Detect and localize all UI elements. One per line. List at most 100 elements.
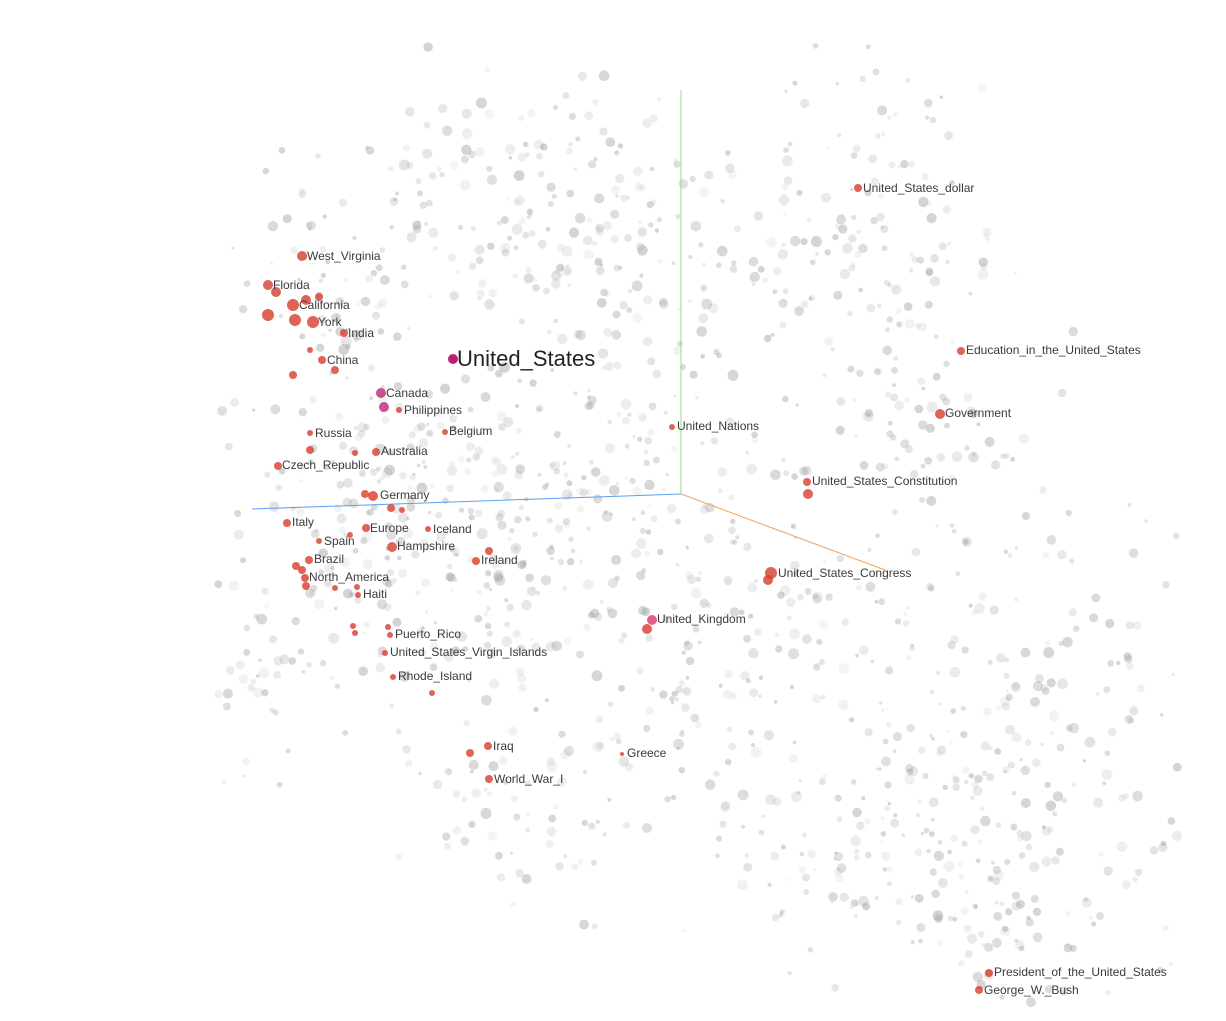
background-point[interactable] (594, 257, 603, 266)
background-point[interactable] (402, 745, 412, 754)
background-point[interactable] (320, 272, 326, 279)
background-point[interactable] (737, 789, 749, 801)
background-point[interactable] (536, 153, 543, 160)
background-point[interactable] (596, 741, 605, 750)
background-point[interactable] (369, 396, 374, 401)
background-point[interactable] (409, 474, 416, 481)
background-point[interactable] (948, 474, 955, 481)
background-point[interactable] (783, 147, 789, 153)
background-point[interactable] (491, 561, 499, 570)
background-point[interactable] (939, 702, 943, 706)
background-point[interactable] (290, 505, 296, 512)
background-point[interactable] (548, 814, 557, 823)
background-point[interactable] (966, 406, 975, 414)
neighbor-point[interactable] (387, 542, 397, 552)
background-point[interactable] (243, 624, 251, 632)
background-point[interactable] (524, 827, 531, 833)
background-point[interactable] (553, 431, 561, 438)
background-point[interactable] (551, 193, 557, 199)
background-point[interactable] (1003, 769, 1007, 774)
background-point[interactable] (838, 699, 849, 711)
background-point[interactable] (771, 913, 780, 922)
background-point[interactable] (966, 933, 978, 944)
background-point[interactable] (415, 590, 421, 596)
background-point[interactable] (718, 683, 723, 688)
background-point[interactable] (1005, 689, 1009, 693)
background-point[interactable] (914, 848, 923, 857)
background-point[interactable] (818, 778, 826, 785)
background-point[interactable] (850, 214, 857, 221)
background-point[interactable] (513, 546, 519, 552)
background-point[interactable] (775, 645, 783, 653)
background-point[interactable] (522, 231, 530, 239)
background-point[interactable] (648, 222, 654, 228)
background-point[interactable] (782, 395, 789, 403)
background-point[interactable] (654, 228, 660, 233)
background-point[interactable] (377, 328, 385, 335)
background-point[interactable] (1134, 868, 1143, 876)
background-point[interactable] (976, 422, 981, 427)
background-point[interactable] (748, 729, 754, 736)
background-point[interactable] (392, 617, 402, 627)
background-point[interactable] (690, 713, 700, 723)
background-point[interactable] (250, 678, 257, 685)
background-point[interactable] (1117, 794, 1126, 802)
point-label[interactable]: United_States_Constitution (812, 474, 957, 488)
background-point[interactable] (921, 173, 929, 181)
background-point[interactable] (515, 667, 525, 676)
background-point[interactable] (636, 242, 645, 251)
background-point[interactable] (927, 200, 933, 207)
point-label[interactable]: York (318, 315, 343, 329)
background-point[interactable] (511, 795, 518, 803)
background-point[interactable] (467, 406, 474, 413)
background-point[interactable] (531, 586, 536, 591)
background-point[interactable] (881, 245, 888, 252)
neighbor-point[interactable] (305, 556, 313, 564)
background-point[interactable] (384, 555, 390, 561)
background-point[interactable] (724, 758, 732, 766)
background-point[interactable] (922, 772, 929, 780)
background-point[interactable] (673, 738, 684, 750)
background-point[interactable] (834, 868, 842, 877)
background-point[interactable] (307, 458, 315, 466)
background-point[interactable] (510, 543, 522, 554)
background-point[interactable] (575, 136, 581, 142)
background-point[interactable] (484, 299, 495, 310)
background-point[interactable] (972, 971, 983, 983)
background-point[interactable] (1025, 843, 1032, 851)
background-point[interactable] (624, 762, 634, 772)
point-label[interactable]: Europe (370, 521, 409, 535)
background-point[interactable] (448, 460, 456, 467)
background-point[interactable] (536, 406, 542, 413)
background-point[interactable] (526, 811, 531, 817)
background-point[interactable] (873, 367, 883, 376)
background-point[interactable] (833, 857, 837, 861)
background-point[interactable] (1105, 618, 1115, 629)
background-point[interactable] (904, 397, 910, 403)
background-point[interactable] (859, 645, 869, 656)
background-point[interactable] (834, 222, 842, 230)
background-point[interactable] (615, 174, 625, 184)
background-point[interactable] (729, 265, 738, 273)
background-point[interactable] (545, 641, 556, 652)
background-point[interactable] (859, 460, 869, 470)
background-point[interactable] (852, 144, 861, 153)
background-point[interactable] (1162, 925, 1169, 932)
background-point[interactable] (858, 287, 864, 293)
background-point[interactable] (944, 131, 953, 141)
background-point[interactable] (564, 745, 575, 757)
background-point[interactable] (1128, 548, 1139, 558)
neighbor-point[interactable] (292, 562, 300, 570)
background-point[interactable] (884, 805, 890, 812)
background-point[interactable] (683, 641, 693, 651)
background-point[interactable] (264, 604, 269, 609)
background-point[interactable] (835, 425, 845, 435)
background-point[interactable] (1058, 640, 1064, 647)
background-point[interactable] (629, 477, 636, 485)
background-point[interactable] (1019, 757, 1023, 762)
background-point[interactable] (598, 70, 610, 81)
background-point[interactable] (529, 379, 537, 387)
neighbor-point[interactable] (472, 557, 480, 565)
background-point[interactable] (770, 469, 781, 481)
neighbor-point[interactable] (975, 986, 983, 994)
